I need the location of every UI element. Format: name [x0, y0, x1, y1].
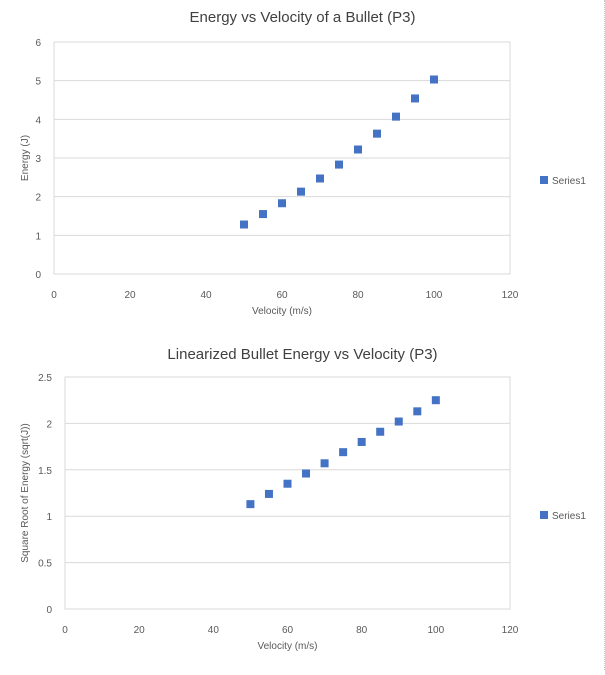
x-tick-label: 40 [208, 625, 220, 636]
linearized-energy-chart: Linearized Bullet Energy vs Velocity (P3… [0, 335, 605, 670]
y-tick-label: 2 [35, 193, 41, 204]
data-point [394, 417, 403, 426]
y-tick-label: 0.5 [38, 559, 52, 570]
y-tick-label: 1 [35, 231, 41, 242]
data-point [320, 459, 329, 468]
data-point [259, 210, 267, 219]
y-tick-label: 5 [35, 77, 41, 88]
x-tick-label: 100 [427, 625, 444, 636]
data-point [246, 500, 255, 509]
y-tick-label: 0 [46, 605, 52, 616]
data-point [373, 129, 381, 138]
x-tick-label: 20 [134, 625, 146, 636]
y-tick-label: 2 [46, 419, 52, 430]
data-point [357, 437, 366, 446]
data-point [316, 174, 324, 183]
x-tick-label: 100 [426, 290, 443, 301]
x-tick-label: 20 [124, 290, 136, 301]
data-point [376, 427, 385, 436]
data-point [283, 479, 292, 488]
x-tick-label: 120 [502, 625, 519, 636]
legend-label: Series1 [552, 511, 586, 522]
data-point [411, 94, 419, 103]
data-point [339, 448, 348, 457]
chart-title: Energy vs Velocity of a Bullet (P3) [190, 9, 416, 26]
energy-velocity-chart-svg: Energy vs Velocity of a Bullet (P3) 0 1 2 3 4… [20, 9, 586, 317]
energy-velocity-chart: Energy vs Velocity of a Bullet (P3) 0 1 2 3 4… [0, 0, 605, 330]
data-point [302, 469, 311, 478]
y-tick-label: 6 [35, 38, 41, 49]
y-tick-label: 1.5 [38, 466, 52, 477]
y-tick-label: 0 [35, 270, 41, 281]
data-point [413, 407, 422, 416]
y-tick-label: 2.5 [38, 373, 52, 384]
linearized-energy-chart-svg: Linearized Bullet Energy vs Velocity (P3… [20, 346, 586, 652]
x-axis-label: Velocity (m/s) [257, 641, 317, 652]
legend-label: Series1 [552, 176, 586, 187]
data-point [240, 220, 248, 229]
x-tick-label: 120 [502, 290, 519, 301]
x-tick-label: 60 [276, 290, 288, 301]
y-axis-label: Square Root of Energy (sqrt(J)) [20, 423, 31, 563]
x-tick-label: 80 [352, 290, 364, 301]
x-tick-label: 0 [62, 625, 68, 636]
x-tick-label: 40 [200, 290, 212, 301]
data-point [335, 160, 343, 169]
legend-marker [540, 176, 548, 184]
plot-area-border [64, 376, 511, 610]
data-point [392, 112, 400, 121]
legend-marker [540, 511, 548, 519]
chart-title: Linearized Bullet Energy vs Velocity (P3… [167, 346, 437, 363]
x-axis-label: Velocity (m/s) [252, 306, 312, 317]
x-tick-label: 60 [282, 625, 294, 636]
data-point [297, 187, 305, 196]
data-point [354, 145, 362, 154]
y-tick-label: 1 [46, 512, 52, 523]
data-point [278, 199, 286, 208]
x-tick-label: 80 [356, 625, 368, 636]
y-tick-label: 4 [35, 115, 41, 126]
data-point [431, 396, 440, 405]
y-tick-label: 3 [35, 154, 41, 165]
data-point [430, 75, 438, 84]
x-tick-label: 0 [51, 290, 57, 301]
y-axis-label: Energy (J) [20, 135, 31, 181]
data-point [264, 489, 273, 498]
